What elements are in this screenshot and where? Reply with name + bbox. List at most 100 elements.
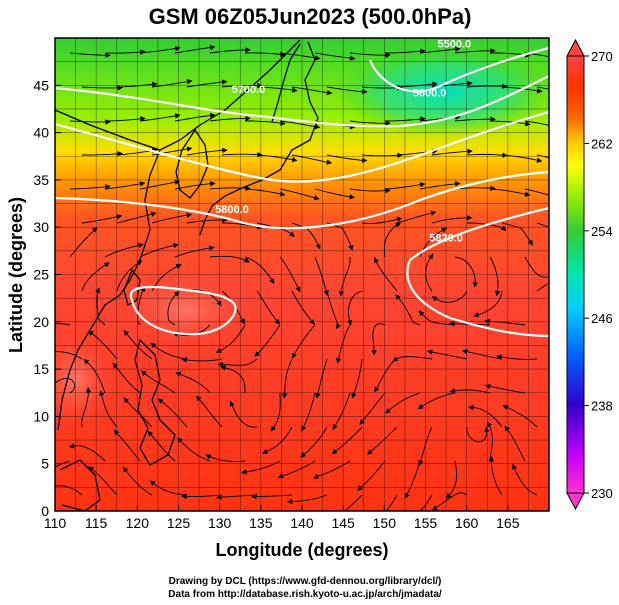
y-tick-label: 15	[33, 361, 49, 377]
streamline	[122, 466, 153, 496]
y-tick-label: 40	[33, 125, 49, 141]
streamline	[113, 429, 141, 462]
colorbar-ticks: 270 262 254 246 238 230	[584, 49, 613, 501]
streamline	[241, 460, 281, 475]
streamline	[112, 362, 141, 394]
streamline	[349, 120, 391, 127]
streamline	[385, 392, 421, 414]
streamline	[279, 120, 321, 130]
streamline	[151, 264, 182, 292]
streamline	[209, 115, 251, 122]
contour-label: 5700.0	[232, 84, 266, 96]
streamline	[357, 460, 386, 491]
colorbar-tick-label: 238	[591, 399, 613, 414]
philippines-coastline	[134, 338, 176, 466]
streamline	[139, 45, 181, 54]
x-tick-label: 160	[455, 515, 479, 531]
streamline	[244, 256, 275, 285]
streamline	[524, 120, 549, 126]
streamline	[151, 79, 193, 88]
streamline	[104, 116, 146, 122]
cold-core-shade	[335, 47, 549, 137]
streamline	[244, 188, 286, 197]
colorbar-tick-label: 262	[591, 136, 613, 151]
contour-line-5500	[368, 46, 549, 93]
colorbar-tick-label: 270	[591, 49, 613, 64]
streamline	[371, 323, 386, 356]
streamline	[149, 480, 188, 496]
streamline	[99, 390, 118, 428]
streamline	[157, 398, 188, 428]
borneo-coastline	[59, 459, 101, 511]
streamline	[81, 85, 123, 91]
streamline	[454, 116, 496, 122]
contour-line-5820	[406, 206, 549, 338]
streamline	[254, 324, 281, 357]
streamline	[385, 116, 426, 122]
streamline	[82, 151, 123, 157]
streamline	[536, 154, 549, 159]
streamline	[466, 426, 490, 443]
colorbar-tick-label: 246	[591, 311, 613, 326]
streamline	[361, 216, 403, 224]
streamline	[419, 494, 433, 511]
x-tick-label: 150	[373, 515, 397, 531]
streamline	[116, 211, 157, 224]
streamline	[69, 226, 98, 258]
x-tick-label: 140	[290, 515, 314, 531]
colorbar-gradient	[566, 55, 585, 494]
streamline	[95, 287, 106, 326]
streamline	[55, 323, 71, 326]
streamline	[277, 460, 316, 479]
streamline	[150, 342, 188, 360]
streamline	[167, 291, 180, 326]
streamline	[215, 324, 246, 353]
streamline	[221, 151, 263, 158]
streamline	[466, 152, 508, 158]
streamline	[445, 460, 457, 499]
streamline	[205, 454, 246, 462]
streamline	[291, 290, 315, 325]
x-tick-label: 155	[414, 515, 438, 531]
streamline	[139, 113, 181, 122]
contour-label: 5820.0	[429, 232, 463, 244]
streamline	[151, 212, 192, 224]
streamline	[217, 358, 258, 368]
streamline	[174, 112, 216, 122]
streamline	[374, 358, 398, 393]
map-title: GSM 06Z05Jun2023 (500.0hPa)	[149, 4, 472, 29]
streamline	[501, 154, 543, 163]
streamline	[244, 51, 286, 58]
warm-core-shade	[55, 330, 115, 430]
contour-label: 5500.0	[437, 38, 471, 50]
streamline	[344, 494, 363, 511]
streamline	[174, 245, 215, 258]
streamline	[488, 456, 503, 496]
streamline	[489, 256, 501, 297]
streamline	[81, 214, 123, 224]
credit-drawing: Drawing by DCL (https://www.gfd-dennou.o…	[169, 576, 442, 587]
streamline	[425, 253, 434, 292]
streamline	[181, 493, 223, 500]
streamline	[454, 48, 496, 54]
streamline	[361, 152, 403, 159]
streamline	[256, 154, 298, 163]
streamline	[462, 349, 503, 360]
streamline	[300, 426, 328, 458]
streamline	[418, 310, 456, 326]
streamline	[186, 79, 228, 88]
streamline	[489, 120, 531, 127]
colorbar-bottom-triangle	[566, 492, 585, 511]
streamline	[291, 86, 333, 96]
streamline	[286, 494, 328, 505]
streamline	[181, 357, 223, 363]
x-tick-label: 145	[331, 515, 355, 531]
streamline	[55, 485, 83, 496]
streamline	[81, 387, 92, 428]
streamline	[431, 290, 468, 303]
x-tick-label: 165	[496, 515, 520, 531]
streamline	[426, 349, 468, 360]
streamline	[486, 421, 493, 462]
streamline	[524, 52, 549, 58]
streamline	[209, 47, 251, 54]
